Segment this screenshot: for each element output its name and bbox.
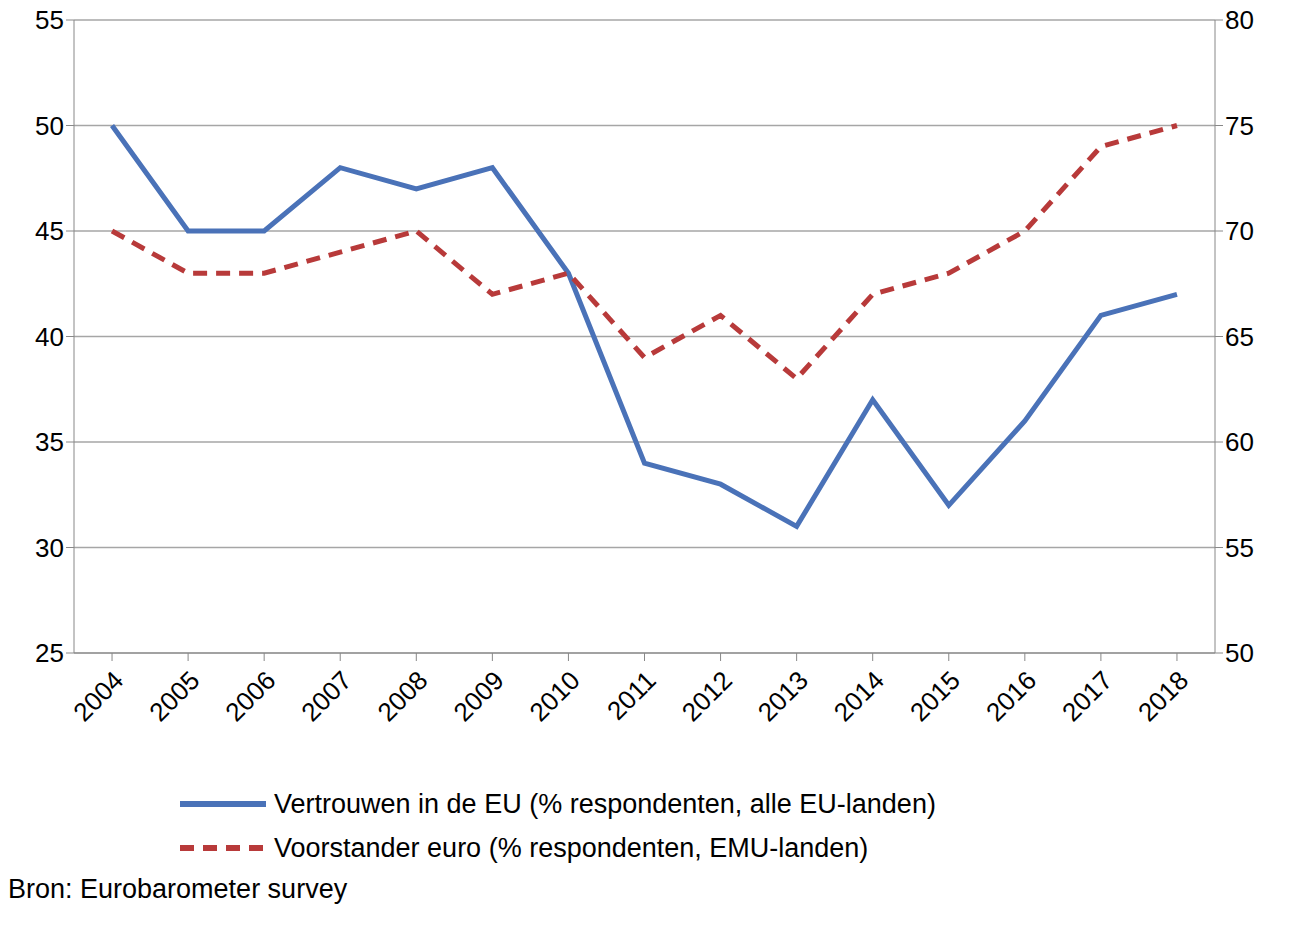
- html-text:Bron: Eurobarometer survey: Bron: Eurobarometer survey: [8, 874, 348, 904]
- svg-text:2006: 2006: [219, 665, 281, 727]
- svg-text:2010: 2010: [524, 665, 586, 727]
- svg-text:2013: 2013: [752, 665, 814, 727]
- html-text:Voorstander euro (% respondent: Voorstander euro (% respondenten, EMU-la…: [274, 832, 869, 863]
- svg-text:2018: 2018: [1132, 665, 1194, 727]
- svg-text:2016: 2016: [980, 665, 1042, 727]
- svg-text:35: 35: [35, 427, 64, 457]
- svg-text:80: 80: [1225, 8, 1254, 35]
- svg-text:75: 75: [1225, 111, 1254, 141]
- svg-text:40: 40: [35, 322, 64, 352]
- svg-text:2009: 2009: [448, 665, 510, 727]
- svg-text:55: 55: [35, 8, 64, 35]
- svg-text:2014: 2014: [828, 665, 890, 727]
- svg-text:50: 50: [1225, 638, 1254, 668]
- svg-text:2012: 2012: [676, 665, 738, 727]
- svg-text:2017: 2017: [1056, 665, 1118, 727]
- svg-text:65: 65: [1225, 322, 1254, 352]
- svg-text:50: 50: [35, 111, 64, 141]
- svg-text:2011: 2011: [601, 665, 662, 726]
- svg-text:25: 25: [35, 638, 64, 668]
- svg-text:60: 60: [1225, 427, 1254, 457]
- svg-text:70: 70: [1225, 216, 1254, 246]
- svg-text:2007: 2007: [295, 665, 357, 727]
- svg-text:2004: 2004: [67, 665, 129, 727]
- svg-text:55: 55: [1225, 533, 1254, 563]
- html-text:Vertrouwen in de EU (% respond: Vertrouwen in de EU (% respondenten, all…: [274, 788, 936, 819]
- svg-text:2015: 2015: [904, 665, 966, 727]
- svg-text:45: 45: [35, 216, 64, 246]
- svg-text:30: 30: [35, 533, 64, 563]
- svg-text:2008: 2008: [371, 665, 433, 727]
- svg-text:2005: 2005: [143, 665, 205, 727]
